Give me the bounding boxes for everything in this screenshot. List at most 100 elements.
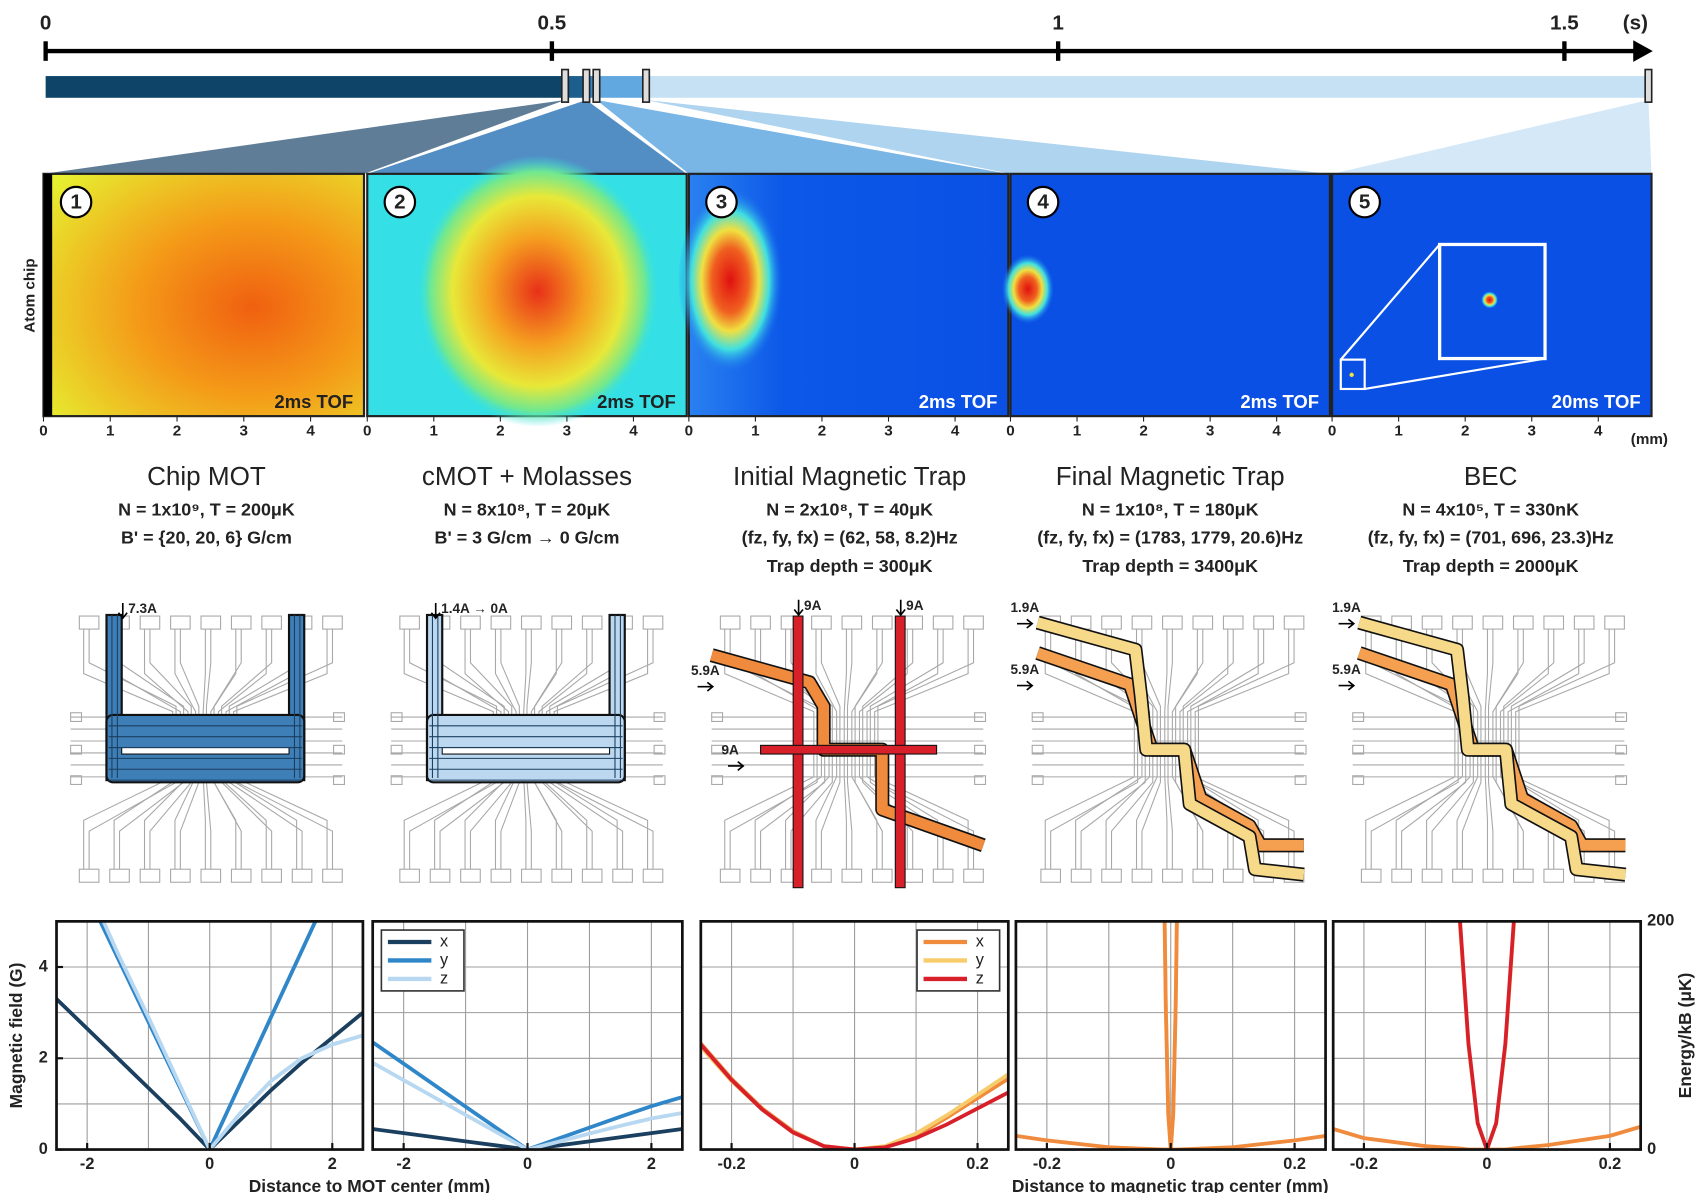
stage-marker xyxy=(593,70,600,103)
tick-label: 1 xyxy=(430,422,439,439)
pad xyxy=(1574,616,1594,629)
tick-label: 3 xyxy=(1206,422,1214,439)
tof-label: 2ms TOF xyxy=(1240,391,1319,412)
pad xyxy=(1483,616,1503,629)
x-tick-label: 0 xyxy=(205,1155,214,1173)
pad xyxy=(552,616,572,629)
pad xyxy=(1102,869,1122,882)
x-tick-label: 0 xyxy=(1482,1155,1491,1173)
pad xyxy=(751,869,771,882)
pad xyxy=(720,869,740,882)
pad xyxy=(1392,869,1412,882)
current-label: 7.3A xyxy=(128,601,157,616)
stage-bar xyxy=(46,76,565,98)
current-label: 9A xyxy=(906,598,924,613)
pad xyxy=(201,616,221,629)
current-label: 1.9A xyxy=(1332,600,1361,615)
pad xyxy=(933,616,953,629)
pad xyxy=(430,869,450,882)
pad xyxy=(903,616,923,629)
current-arrow xyxy=(794,600,803,615)
tof-label: 2ms TOF xyxy=(597,391,676,412)
legend-label: x xyxy=(976,932,984,950)
fan xyxy=(1332,100,1651,174)
current-label: 5.9A xyxy=(1010,662,1039,677)
pad xyxy=(400,616,420,629)
pad xyxy=(1223,616,1243,629)
pad xyxy=(1132,869,1152,882)
side-label: Atom chip xyxy=(21,258,38,332)
tick-label: 0 xyxy=(363,422,371,439)
pad xyxy=(1132,616,1152,629)
current-label: 1.9A xyxy=(1010,600,1039,615)
x-tick-label: 2 xyxy=(328,1155,337,1173)
panel-param: N = 8x10⁸, T = 20μK xyxy=(444,499,611,519)
legend-label: y xyxy=(976,951,985,969)
current-arrow xyxy=(1339,619,1354,628)
tick-label: 3 xyxy=(563,422,571,439)
y-tick-label: 0 xyxy=(1647,1140,1656,1158)
panel-title: Chip MOT xyxy=(147,461,266,491)
pad xyxy=(1193,869,1213,882)
tof-label: 2ms TOF xyxy=(274,391,353,412)
gap xyxy=(442,748,609,755)
panel-param: N = 4x10⁵, T = 330nK xyxy=(1402,499,1579,519)
x-tick-label: 0.2 xyxy=(1599,1155,1622,1173)
stage-bar xyxy=(646,76,1648,98)
pad xyxy=(1422,869,1442,882)
tick-label: 2 xyxy=(173,422,181,439)
pad xyxy=(1284,616,1304,629)
pad xyxy=(1514,616,1534,629)
bec xyxy=(1481,291,1498,308)
pad xyxy=(140,616,160,629)
tof-label: 20ms TOF xyxy=(1552,391,1641,412)
x-axis-label: Distance to MOT center (mm) xyxy=(249,1176,490,1193)
pad xyxy=(140,869,160,882)
tick-label: 3 xyxy=(240,422,248,439)
tick-label: 1 xyxy=(106,422,115,439)
legend-label: z xyxy=(440,969,448,987)
figure: 00.511.5(s) Atom chip (mm) 0123412ms TOF… xyxy=(0,0,1695,1193)
x-tick-label: 0.2 xyxy=(1283,1155,1306,1173)
pad xyxy=(1361,869,1381,882)
x-tick-label: -2 xyxy=(396,1155,410,1173)
axis-arrow xyxy=(1633,40,1653,62)
unit: (mm) xyxy=(1631,431,1668,448)
panel-param: Trap depth = 300μK xyxy=(767,556,933,576)
pad xyxy=(552,869,572,882)
tof-label: 2ms TOF xyxy=(919,391,998,412)
pad xyxy=(1453,616,1473,629)
current-arrow xyxy=(896,600,905,615)
tick-label: 4 xyxy=(306,422,315,439)
pad xyxy=(933,869,953,882)
tick-label: 3 xyxy=(1528,422,1536,439)
tick-label: 4 xyxy=(629,422,638,439)
pad xyxy=(262,616,282,629)
current-arrow xyxy=(1017,681,1032,690)
pad xyxy=(1605,616,1625,629)
x-tick-label: 0 xyxy=(850,1155,859,1173)
pad xyxy=(903,869,923,882)
pad xyxy=(1483,869,1503,882)
tick-label: 0.5 xyxy=(538,11,567,34)
panel-param: Trap depth = 2000μK xyxy=(1403,556,1579,576)
tick-label: 2 xyxy=(818,422,826,439)
pad xyxy=(1544,616,1564,629)
panel-param: N = 1x10⁸, T = 180μK xyxy=(1082,499,1259,519)
panel-title: Final Magnetic Trap xyxy=(1056,461,1285,491)
x-axis-label: Distance to magnetic trap center (mm) xyxy=(1012,1176,1329,1193)
pad xyxy=(400,869,420,882)
panel-param: (fz, fy, fx) = (1783, 1779, 20.6)Hz xyxy=(1037,528,1303,548)
pad xyxy=(964,616,984,629)
pad xyxy=(1041,869,1061,882)
tick-label: 4 xyxy=(1272,422,1281,439)
gap xyxy=(122,748,289,755)
index: 2 xyxy=(394,191,405,214)
y-tick-label: 0 xyxy=(39,1140,48,1158)
panel-param: N = 2x10⁸, T = 40μK xyxy=(766,499,933,519)
pad xyxy=(1453,869,1473,882)
current-label: 5.9A xyxy=(691,663,720,678)
panel-title: BEC xyxy=(1464,461,1518,491)
tick-label: 0 xyxy=(1328,422,1336,439)
y-axis-label: Magnetic field (G) xyxy=(6,963,26,1109)
